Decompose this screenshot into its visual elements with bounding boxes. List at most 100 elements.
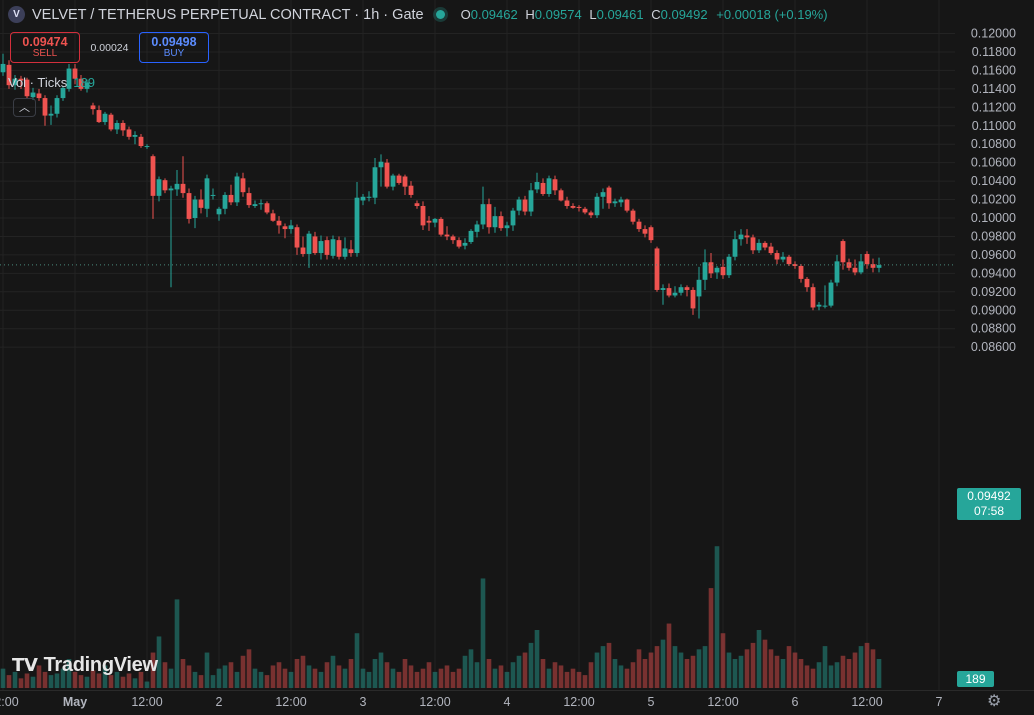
volume-bar — [702, 646, 708, 688]
volume-bar — [216, 668, 222, 688]
volume-bar — [576, 671, 582, 688]
candle-body — [612, 201, 618, 204]
candle-body — [246, 193, 252, 206]
candle-body — [834, 261, 840, 283]
candle-body — [462, 242, 468, 246]
candle-body — [342, 248, 348, 257]
volume-bar — [618, 665, 624, 688]
volume-bar — [456, 668, 462, 688]
volume-bar — [690, 655, 696, 688]
volume-bar — [570, 668, 576, 688]
volume-bar — [840, 655, 846, 688]
volume-bar — [372, 659, 378, 688]
candle-body — [630, 210, 636, 222]
volume-bar — [66, 659, 72, 688]
bar-countdown: 07:58 — [973, 504, 1005, 518]
time-tick-label: 5 — [648, 695, 655, 709]
time-tick-label: May — [63, 695, 87, 709]
volume-bar — [306, 665, 312, 688]
volume-bar — [648, 652, 654, 688]
candle-body — [774, 253, 780, 260]
candle-body — [762, 242, 768, 248]
high-value: 0.09574 — [534, 7, 582, 22]
gear-icon[interactable]: ⚙ — [987, 693, 1002, 710]
candle-body — [318, 241, 324, 254]
candle-body — [576, 206, 582, 208]
candle-body — [42, 98, 48, 116]
candle-body — [156, 179, 162, 196]
volume-bar — [666, 623, 672, 688]
volume-bar — [624, 668, 630, 688]
volume-bar — [6, 675, 12, 688]
volume-bar — [240, 655, 246, 688]
candle-body — [72, 68, 78, 79]
candle-body — [126, 129, 132, 137]
buy-label: BUY — [163, 48, 185, 60]
candle-body — [768, 246, 774, 254]
candle-body — [360, 196, 366, 201]
time-tick-label: 3 — [360, 695, 367, 709]
candle-body — [594, 196, 600, 216]
price-tick-label: 0.09600 — [971, 248, 1016, 262]
volume-bar — [768, 649, 774, 688]
volume-bar — [600, 646, 606, 688]
volume-bar — [546, 668, 552, 688]
candle-body — [438, 218, 444, 235]
volume-bar — [510, 662, 516, 688]
candle-body — [858, 261, 864, 273]
volume-bar — [264, 675, 270, 688]
volume-bar — [0, 668, 6, 688]
candle-body — [306, 233, 312, 254]
candle-body — [780, 256, 786, 260]
candle-body — [450, 236, 456, 241]
candle-body — [504, 225, 510, 229]
spread-value: 0.00024 — [90, 41, 129, 54]
candle-body — [30, 92, 36, 98]
chevron-up-icon[interactable]: ︿ — [13, 98, 36, 117]
buy-button[interactable]: 0.09498 BUY — [139, 32, 209, 63]
time-tick-label: 12:00 — [851, 695, 882, 709]
candle-body — [804, 278, 810, 288]
volume-bar — [294, 659, 300, 688]
volume-bar — [438, 668, 444, 688]
candle-body — [372, 167, 378, 198]
volume-bar — [732, 659, 738, 688]
volume-bar — [360, 668, 366, 688]
time-tick-label: 12:00 — [563, 695, 594, 709]
sell-label: SELL — [32, 48, 58, 60]
time-tick-label: 2 — [216, 695, 223, 709]
price-tick-label: 0.08600 — [971, 340, 1016, 354]
volume-bar — [852, 652, 858, 688]
volume-bar — [336, 665, 342, 688]
candle-body — [174, 183, 180, 190]
candle-body — [540, 182, 546, 195]
volume-bar — [504, 671, 510, 688]
symbol-title[interactable]: VELVET / TETHERUS PERPETUAL CONTRACT · 1… — [32, 6, 424, 23]
candle-body — [714, 267, 720, 273]
volume-bar — [354, 633, 360, 688]
volume-bar — [492, 668, 498, 688]
candle-body — [870, 264, 876, 268]
candle-body — [396, 175, 402, 183]
volume-bar — [462, 655, 468, 688]
volume-bar — [468, 649, 474, 688]
candle-body — [684, 287, 690, 290]
sell-price: 0.09474 — [22, 35, 68, 49]
volume-bar — [798, 659, 804, 688]
candle-body — [444, 234, 450, 237]
candle-body — [96, 110, 102, 123]
candle-body — [222, 194, 228, 209]
volume-bar — [396, 671, 402, 688]
candle-body — [240, 178, 246, 193]
candle-body — [54, 98, 60, 114]
candle-body — [138, 136, 144, 147]
volume-bar — [804, 665, 810, 688]
volume-legend[interactable]: Vol · Ticks 189 — [8, 75, 95, 90]
volume-bar — [858, 646, 864, 688]
volume-bar — [522, 652, 528, 688]
trade-buttons: 0.09474 SELL 0.00024 0.09498 BUY — [10, 32, 209, 63]
sell-button[interactable]: 0.09474 SELL — [10, 32, 80, 63]
price-tick-label: 0.12000 — [971, 27, 1016, 41]
volume-bar — [288, 671, 294, 688]
